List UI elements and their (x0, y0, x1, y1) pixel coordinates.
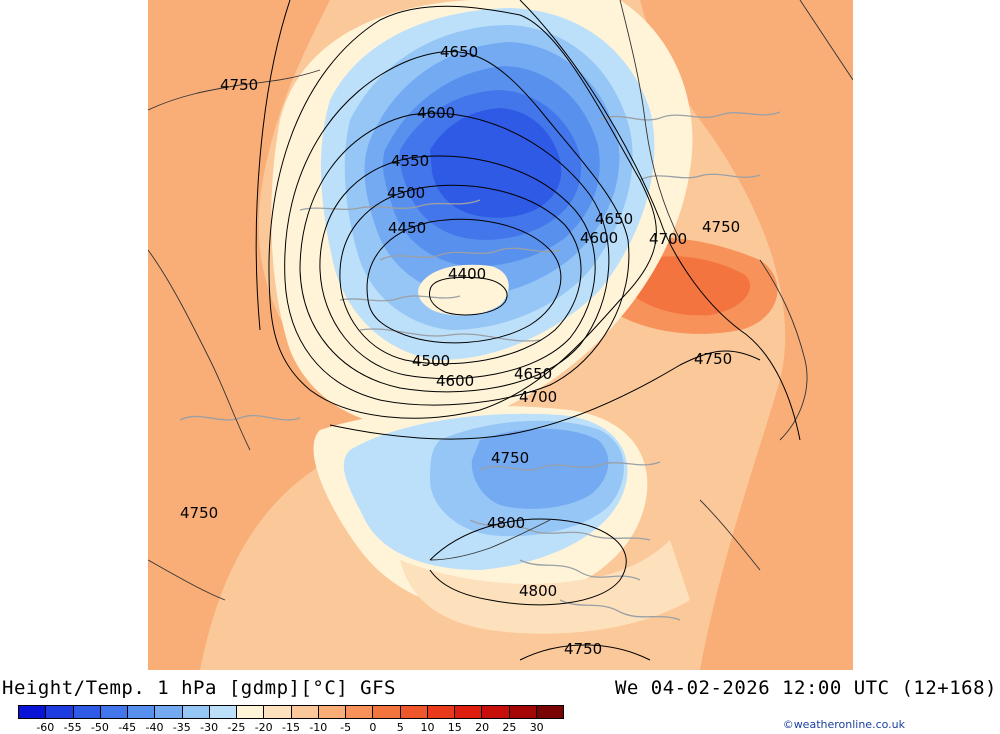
contour-label: 4700 (519, 388, 557, 406)
contour-4750-main (329, 350, 761, 440)
contour-label: 4550 (391, 152, 429, 170)
contour-label: 4700 (649, 230, 687, 248)
color-legend-tick: -55 (63, 721, 82, 734)
warm-region-east (640, 0, 853, 670)
color-legend-tick: -45 (118, 721, 137, 734)
color-legend-swatch (155, 706, 183, 718)
weather-map: 4650 4750 4600 4550 4500 4450 4400 4650 … (148, 0, 853, 670)
color-legend-swatch (291, 706, 319, 718)
coastlines (179, 111, 781, 621)
contour-4600 (299, 112, 610, 393)
contour-4500 (339, 184, 582, 365)
contour-label: 4600 (580, 229, 618, 247)
contour-4650 (284, 51, 630, 406)
color-legend-tick: 20 (475, 721, 490, 734)
warm-anomaly-east-core (628, 256, 751, 316)
contour-label: 4650 (595, 210, 633, 228)
contour-label: 4750 (694, 350, 732, 368)
credit-link[interactable]: ©weatheronline.co.uk (782, 718, 905, 731)
contour-label: 4450 (388, 219, 426, 237)
map-title: Height/Temp. 1 hPa [gdmp][°C] GFS (2, 677, 396, 699)
color-legend-tick: 25 (502, 721, 517, 734)
contour-label: 4500 (387, 184, 425, 202)
contour-4750-north (255, 0, 291, 331)
color-legend-swatch (455, 706, 483, 718)
contour-4800 (429, 518, 627, 606)
contour-label: 4600 (417, 104, 455, 122)
color-legend-swatch (182, 706, 210, 718)
color-legend-tick: 15 (447, 721, 462, 734)
color-legend-ticks: -60 -55 -50 -45 -40 -35 -30 -25 -20 -15 -10 -5 0 5 10 1… (18, 721, 564, 734)
contour-label: 4750 (564, 640, 602, 658)
contour-label: 4750 (491, 449, 529, 467)
color-legend-tick: -30 (200, 721, 219, 734)
color-legend-tick: -25 (227, 721, 246, 734)
color-legend-swatch (482, 706, 510, 718)
color-legend-swatch (346, 706, 374, 718)
color-legend-swatch (209, 706, 237, 718)
color-legend-swatch (46, 706, 74, 718)
cold-zone-europe-3 (471, 428, 609, 509)
contour-4750-south (519, 644, 651, 661)
color-legend-swatch (509, 706, 537, 718)
color-legend-tick: 0 (369, 721, 377, 734)
contour-labels: 4650 4750 4600 4550 4500 4450 4400 4650 … (180, 43, 740, 658)
color-legend-bar (18, 705, 564, 719)
run-info: We 04-02-2026 12:00 UTC (12+168) (614, 677, 997, 699)
contour-4550 (319, 155, 596, 380)
color-legend-swatch (73, 706, 101, 718)
color-legend-swatch (128, 706, 156, 718)
contour-4450 (366, 218, 562, 344)
color-legend-tick: -50 (90, 721, 109, 734)
color-legend-tick: -60 (36, 721, 55, 734)
color-legend-tick: -5 (340, 721, 352, 734)
color-legend-swatch (373, 706, 401, 718)
color-legend-tick: 10 (420, 721, 435, 734)
color-legend-swatch (237, 706, 265, 718)
contour-label: 4400 (448, 265, 486, 283)
color-legend-swatch (100, 706, 128, 718)
color-legend-swatch (400, 706, 428, 718)
color-legend-tick: -10 (309, 721, 328, 734)
height-contours (255, 0, 801, 661)
contour-label: 4650 (514, 365, 552, 383)
color-legend-swatch (536, 706, 563, 718)
contour-4700 (268, 5, 657, 419)
contour-label: 4800 (519, 582, 557, 600)
color-legend-swatch (264, 706, 292, 718)
contour-label: 4750 (220, 76, 258, 94)
contour-4400 (429, 276, 508, 316)
color-legend-tick: -40 (145, 721, 164, 734)
warm-region-edges (148, 0, 400, 670)
contour-label: 4750 (702, 218, 740, 236)
color-legend-tick: -35 (172, 721, 191, 734)
contour-label: 4500 (412, 352, 450, 370)
contour-label: 4650 (440, 43, 478, 61)
contour-4750-east (519, 0, 801, 441)
color-legend-tick: 30 (529, 721, 544, 734)
contour-label: 4750 (180, 504, 218, 522)
cold-zone-6 (430, 108, 562, 218)
color-legend-tick: 5 (396, 721, 404, 734)
color-legend-swatch (318, 706, 346, 718)
color-legend-swatch (19, 706, 47, 718)
color-legend-swatch (427, 706, 455, 718)
color-legend-tick: -20 (254, 721, 273, 734)
cold-pocket-pole (418, 264, 509, 316)
contour-label: 4600 (436, 372, 474, 390)
borders (148, 0, 853, 601)
color-legend-tick: -15 (282, 721, 300, 734)
contour-label: 4800 (487, 514, 525, 532)
